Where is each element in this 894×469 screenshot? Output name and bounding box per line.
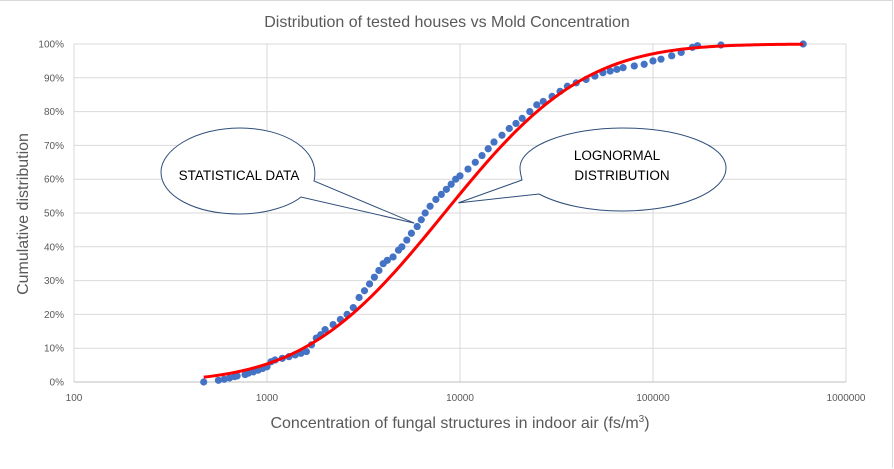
data-point	[478, 151, 486, 160]
x-tick-label: 1000	[256, 393, 279, 404]
data-point	[484, 145, 492, 153]
y-tick-labels: 0% 10% 20% 30% 40% 50% 60% 70% 80% 90% 100%	[38, 40, 64, 389]
y-tick-label: 20%	[44, 310, 64, 321]
data-point	[365, 280, 374, 288]
data-point	[426, 202, 434, 210]
y-tick-label: 10%	[44, 344, 64, 355]
data-point	[490, 138, 498, 146]
data-point	[355, 293, 363, 302]
y-tick-label: 0%	[50, 378, 65, 389]
y-tick-label: 90%	[44, 73, 64, 84]
data-point	[533, 101, 541, 109]
data-point	[799, 40, 807, 48]
data-point	[526, 108, 534, 116]
data-point	[668, 52, 676, 60]
y-tick-label: 40%	[44, 242, 64, 253]
gridlines	[73, 43, 847, 383]
data-point	[437, 190, 445, 199]
data-point	[456, 172, 464, 180]
data-point	[464, 165, 472, 173]
data-point	[360, 287, 369, 295]
data-point	[383, 256, 391, 264]
data-point	[613, 65, 621, 73]
data-point	[471, 158, 479, 166]
data-point	[200, 378, 208, 386]
data-point	[498, 131, 506, 139]
data-point	[447, 180, 455, 188]
callout-statistical-data-bubble	[160, 127, 415, 224]
callout-lognormal-distribution-bubble	[458, 127, 727, 212]
data-point	[321, 326, 329, 334]
data-point	[630, 62, 638, 70]
data-point	[349, 304, 357, 312]
data-point	[398, 243, 406, 251]
x-axis-title-suffix: )	[644, 415, 649, 432]
x-axis-title-main: Concentration of fungal structures in in…	[270, 415, 638, 432]
chart-title: Distribution of tested houses vs Mold Co…	[264, 14, 630, 31]
data-point	[389, 253, 397, 261]
y-tick-label: 60%	[44, 175, 64, 186]
data-point	[619, 64, 627, 72]
data-point	[657, 55, 665, 63]
callout-statistical-data: STATISTICAL DATA	[160, 127, 415, 224]
lognormal-distribution-line	[203, 42, 804, 379]
data-point	[302, 347, 310, 356]
data-point	[220, 375, 228, 383]
callout-lognormal-distribution: LOGNORMAL DISTRIBUTION	[458, 127, 727, 212]
data-point	[518, 114, 526, 122]
data-point	[512, 119, 520, 128]
data-point	[214, 376, 223, 384]
data-point	[640, 60, 648, 68]
data-point	[606, 67, 614, 75]
callout-statistical-data-text: STATISTICAL DATA	[179, 168, 300, 183]
data-point	[370, 273, 378, 281]
data-point	[421, 209, 429, 217]
data-point	[432, 195, 440, 204]
callout-lognormal-text-line2: DISTRIBUTION	[574, 168, 669, 183]
y-axis-title: Cumulative distribution	[15, 133, 32, 295]
x-tick-label: 10000	[446, 393, 474, 404]
data-point	[413, 222, 421, 231]
x-axis-title: Concentration of fungal structures in in…	[270, 414, 649, 432]
x-tick-label: 100000	[636, 393, 670, 404]
data-point	[407, 229, 416, 237]
callout-lognormal-text-line1: LOGNORMAL	[574, 148, 661, 163]
data-point	[442, 185, 450, 193]
data-point	[375, 266, 383, 275]
data-point	[649, 57, 657, 65]
data-point	[403, 236, 411, 244]
x-axis-title-superscript: 3	[639, 414, 645, 425]
y-tick-label: 70%	[44, 141, 64, 152]
y-tick-label: 80%	[44, 107, 64, 118]
x-tick-label: 100	[66, 393, 83, 404]
data-point	[417, 216, 425, 224]
data-point	[505, 124, 513, 133]
y-tick-label: 50%	[44, 209, 64, 220]
x-tick-labels: 100 1000 10000 100000 1000000	[66, 393, 866, 404]
y-tick-label: 30%	[44, 276, 64, 287]
data-point	[233, 372, 241, 380]
y-tick-label: 100%	[38, 40, 64, 51]
x-tick-label: 1000000	[827, 393, 866, 404]
